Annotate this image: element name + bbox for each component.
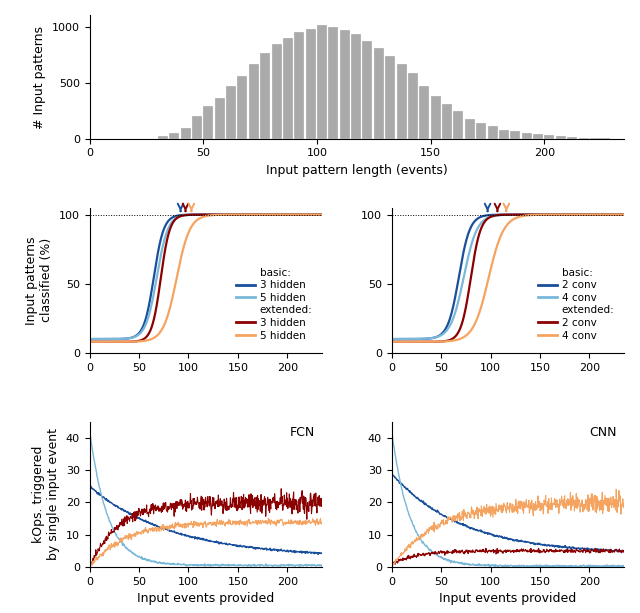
X-axis label: Input pattern length (events): Input pattern length (events) bbox=[266, 164, 447, 177]
Bar bbox=[567, 137, 577, 139]
Bar bbox=[158, 137, 168, 139]
Bar bbox=[283, 38, 293, 139]
Bar bbox=[510, 131, 520, 139]
Bar bbox=[249, 64, 259, 139]
Bar bbox=[533, 134, 543, 139]
Bar bbox=[579, 137, 589, 139]
Text: CNN: CNN bbox=[589, 426, 617, 439]
Legend: basic:, 2 conv, 4 conv, extended:, 2 conv, 4 conv: basic:, 2 conv, 4 conv, extended:, 2 con… bbox=[534, 264, 619, 345]
Bar bbox=[442, 104, 452, 139]
Bar bbox=[556, 136, 566, 139]
Bar bbox=[226, 86, 236, 139]
Bar bbox=[397, 64, 406, 139]
Bar bbox=[317, 25, 327, 139]
Bar bbox=[237, 76, 248, 139]
Bar bbox=[454, 111, 463, 139]
X-axis label: Input events provided: Input events provided bbox=[439, 592, 577, 605]
Bar bbox=[340, 30, 349, 139]
Bar bbox=[328, 26, 339, 139]
Bar bbox=[204, 106, 213, 139]
Y-axis label: # Input patterns: # Input patterns bbox=[33, 26, 46, 129]
Bar bbox=[488, 126, 497, 139]
X-axis label: Input events provided: Input events provided bbox=[137, 592, 275, 605]
Bar bbox=[385, 56, 396, 139]
Bar bbox=[465, 118, 475, 139]
Bar bbox=[522, 133, 532, 139]
Bar bbox=[192, 116, 202, 139]
Bar bbox=[374, 48, 384, 139]
Bar bbox=[351, 34, 361, 139]
Bar bbox=[260, 53, 270, 139]
Legend: basic:, 3 hidden, 5 hidden, extended:, 3 hidden, 5 hidden: basic:, 3 hidden, 5 hidden, extended:, 3… bbox=[232, 264, 317, 345]
Bar bbox=[408, 72, 418, 139]
Bar bbox=[431, 96, 441, 139]
Bar bbox=[294, 32, 304, 139]
Bar bbox=[476, 123, 486, 139]
Bar bbox=[306, 29, 316, 139]
Bar bbox=[169, 133, 179, 139]
Bar bbox=[271, 45, 282, 139]
Bar bbox=[499, 130, 509, 139]
Bar bbox=[180, 128, 191, 139]
Bar bbox=[419, 86, 429, 139]
Bar bbox=[214, 98, 225, 139]
Bar bbox=[545, 135, 554, 139]
Bar bbox=[362, 41, 372, 139]
Y-axis label: kOps. triggered
by single input event: kOps. triggered by single input event bbox=[32, 428, 60, 560]
Text: FCN: FCN bbox=[290, 426, 315, 439]
Y-axis label: Input patterns
classified (%): Input patterns classified (%) bbox=[26, 236, 53, 324]
